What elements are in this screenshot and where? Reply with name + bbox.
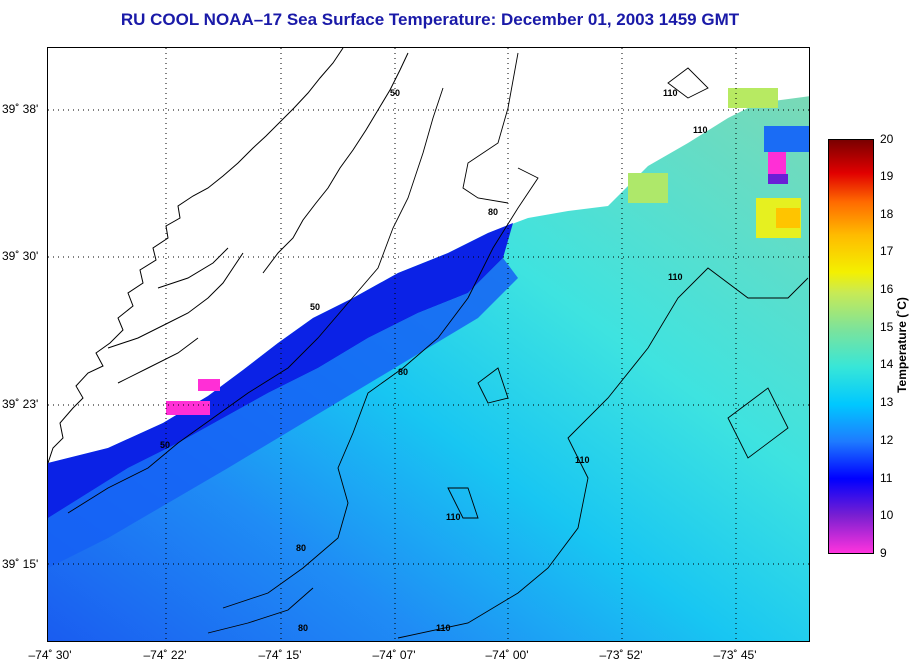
graticule: [48, 48, 809, 641]
colorbar-tick: 10: [880, 508, 894, 522]
lon-label: –74˚ 07': [372, 648, 416, 662]
contour-label: 110: [446, 512, 461, 522]
colorbar-tick: 9: [880, 546, 887, 560]
contour-label: 80: [488, 207, 498, 217]
nearshore-blue-band: [48, 258, 518, 568]
contour-labels: 50 50 50 80 80 80 80 110 110 110 110 110…: [160, 88, 708, 633]
contour-label: 80: [298, 623, 308, 633]
contour-80: [222, 167, 539, 609]
colorbar-tick: 18: [880, 207, 894, 221]
contour-label: 50: [390, 88, 400, 98]
depth-contours: [67, 52, 809, 639]
colorbar-tick: 20: [880, 132, 894, 146]
colorbar-tick: 15: [880, 320, 894, 334]
colorbar-tick: 17: [880, 244, 894, 258]
contour-label: 80: [296, 543, 306, 553]
contour-label: 80: [398, 367, 408, 377]
sst-map-canvas: 50 50 50 80 80 80 80 110 110 110 110 110…: [48, 48, 809, 641]
contour-label: 110: [436, 623, 451, 633]
colorbar-tick: 16: [880, 282, 894, 296]
lat-label: 39˚ 38': [2, 102, 39, 116]
sst-map[interactable]: 50 50 50 80 80 80 80 110 110 110 110 110…: [47, 47, 810, 642]
colorbar-tick: 19: [880, 169, 894, 183]
contour-label: 110: [663, 88, 678, 98]
lat-label: 39˚ 23': [2, 397, 39, 411]
cold-spot-4: [768, 174, 788, 184]
map-title: RU COOL NOAA–17 Sea Surface Temperature:…: [120, 10, 740, 29]
cold-spot-3: [768, 152, 786, 174]
contour-110b: [667, 67, 709, 99]
lon-label: –74˚ 00': [485, 648, 529, 662]
lon-label: –73˚ 45': [713, 648, 757, 662]
warm-patch-3: [728, 88, 778, 108]
temperature-colorbar: [828, 139, 874, 554]
nearshore-cold-band: [48, 223, 513, 518]
colorbar-tick: 14: [880, 357, 894, 371]
lon-label: –73˚ 52': [599, 648, 643, 662]
contour-label: 50: [310, 302, 320, 312]
barrier-island: [262, 52, 409, 274]
contour-110: [397, 267, 809, 639]
contour-110c: [447, 52, 789, 519]
cold-pocket-ne: [764, 126, 809, 152]
lon-label: –74˚ 22': [143, 648, 187, 662]
colorbar-tick: 11: [880, 471, 893, 485]
contour-80b: [207, 587, 314, 634]
colorbar-tick: 12: [880, 433, 894, 447]
contour-label: 110: [693, 125, 708, 135]
lat-label: 39˚ 30': [2, 249, 39, 263]
colorbar-label: Temperature (˚C): [895, 297, 909, 393]
contour-label: 50: [160, 440, 170, 450]
colorbar-tick: 13: [880, 395, 894, 409]
warm-patch-2: [776, 208, 800, 228]
lon-label: –74˚ 15': [258, 648, 302, 662]
coastline-marsh: [107, 247, 244, 384]
cloud-gap: [540, 140, 633, 198]
sea-surface-field: [48, 96, 809, 641]
lon-label: –74˚ 30': [28, 648, 72, 662]
contour-label: 110: [575, 455, 590, 465]
contour-label: 110: [668, 272, 683, 282]
contour-50: [67, 87, 444, 514]
cold-spot-2: [198, 379, 220, 391]
coastline: [48, 48, 344, 464]
cold-spot-1: [166, 401, 210, 415]
lat-label: 39˚ 15': [2, 557, 39, 571]
warm-patch-4: [628, 173, 668, 203]
